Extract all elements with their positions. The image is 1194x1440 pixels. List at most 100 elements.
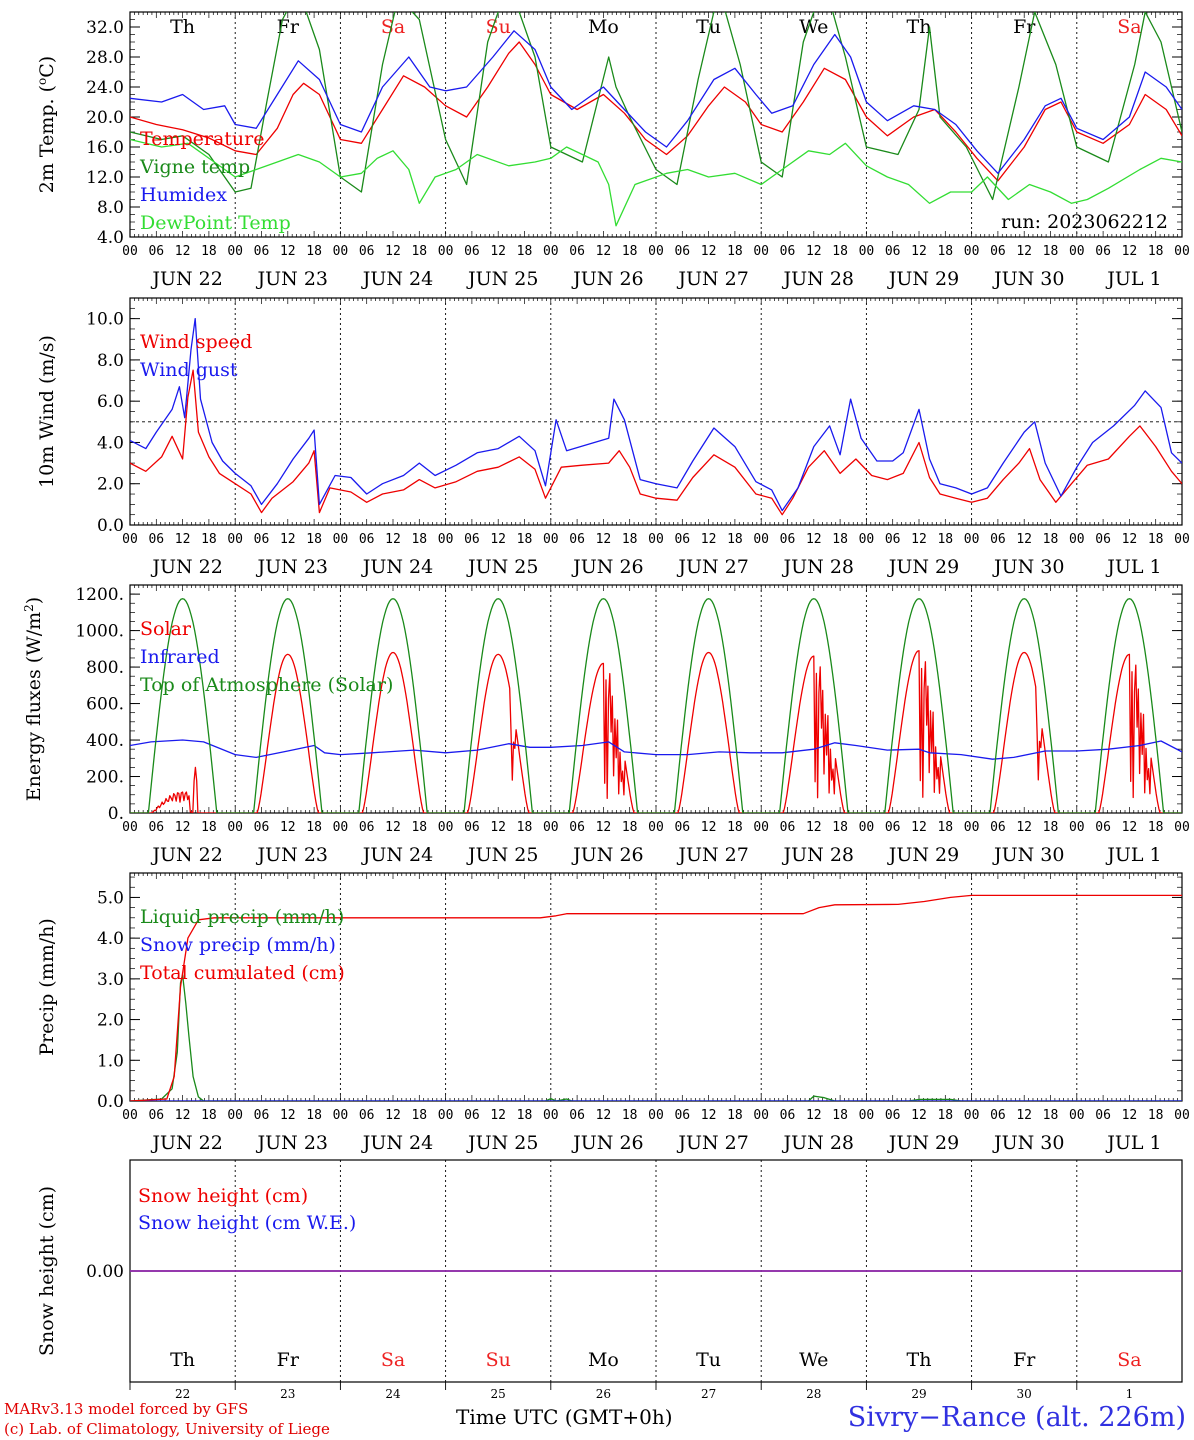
plot-area	[130, 894, 1182, 1101]
hour-tick-label: 06	[674, 820, 690, 835]
hour-tick-label: 12	[385, 820, 401, 835]
hour-tick-label: 18	[832, 532, 848, 547]
date-label: JUL 1	[1105, 268, 1161, 290]
hour-tick-label: 18	[1148, 820, 1164, 835]
hour-tick-label: 06	[990, 532, 1006, 547]
legend-entry: Wind speed	[140, 331, 252, 353]
plot-frame	[129, 584, 1183, 814]
hour-tick-label: 18	[727, 532, 743, 547]
hour-tick-label: 06	[674, 244, 690, 259]
hour-tick-label: 18	[937, 532, 953, 547]
legend-entry: DewPoint Temp	[140, 212, 291, 234]
hour-tick-label: 06	[464, 820, 480, 835]
date-label: JUN 30	[992, 844, 1064, 866]
hour-tick-label: 12	[490, 244, 506, 259]
hour-tick-label: 06	[1095, 820, 1111, 835]
date-label: JUN 27	[676, 556, 748, 578]
hour-tick-label: 12	[701, 244, 717, 259]
hour-tick-label: 12	[701, 820, 717, 835]
hour-tick-label: 00	[1174, 1108, 1190, 1123]
legend-entry: Vigne temp	[139, 156, 250, 178]
hour-tick-label: 00	[964, 820, 980, 835]
hour-tick-label: 18	[727, 244, 743, 259]
hour-tick-label: 06	[1095, 244, 1111, 259]
hour-tick-label: 12	[596, 532, 612, 547]
hour-tick-label: 00	[648, 532, 664, 547]
day-number-label: 26	[596, 1387, 611, 1401]
hour-tick-label: 00	[543, 244, 559, 259]
date-label: JUN 27	[676, 844, 748, 866]
hour-tick-label: 12	[385, 244, 401, 259]
y-tick-label: 6.0	[97, 392, 124, 412]
y-tick-label: 0.0	[97, 516, 124, 536]
date-label: JUN 26	[571, 268, 643, 290]
date-label: JUN 25	[466, 556, 538, 578]
date-label: JUN 26	[571, 1132, 643, 1154]
hour-tick-label: 00	[227, 820, 243, 835]
hour-tick-label: 18	[411, 1108, 427, 1123]
legend-entry: Snow precip (mm/h)	[140, 934, 336, 956]
y-tick-label: 0.	[108, 804, 124, 824]
hour-tick-label: 12	[175, 820, 191, 835]
hour-tick-label: 00	[122, 820, 138, 835]
hour-tick-label: 06	[464, 244, 480, 259]
day-number-label: 27	[701, 1387, 716, 1401]
hour-tick-label: 06	[780, 244, 796, 259]
date-label: JUN 24	[361, 844, 433, 866]
hour-tick-label: 00	[333, 820, 349, 835]
date-label: JUN 22	[150, 1132, 222, 1154]
series-line-temperature	[130, 41, 1182, 182]
y-tick-label: 0.00	[86, 1262, 124, 1282]
weekday-label: Sa	[381, 1349, 405, 1371]
hour-tick-label: 06	[148, 244, 164, 259]
y-axis-label: 2m Temp. (oC)	[35, 56, 58, 193]
hour-tick-label: 00	[333, 244, 349, 259]
panel-2: 00 06 12 18 JUN 22 00 06 12 18 JUN 23 00 06 12 18 JUN …	[36, 297, 1190, 578]
panel-5: Th 22 Fr 23 Sa 24 Su 25 Mo 26 Tu 27 We 28 Th 29 Fr 30 Sa 1 0…	[36, 1159, 1183, 1401]
date-label: JUN 30	[992, 1132, 1064, 1154]
hour-tick-label: 00	[753, 532, 769, 547]
hour-tick-label: 06	[885, 532, 901, 547]
date-label: JUN 22	[150, 268, 222, 290]
hour-tick-label: 06	[359, 1108, 375, 1123]
hour-tick-label: 12	[490, 532, 506, 547]
hour-tick-label: 06	[990, 820, 1006, 835]
hour-tick-label: 00	[964, 1108, 980, 1123]
hour-tick-label: 12	[1016, 244, 1032, 259]
y-tick-label: 2.0	[97, 1011, 124, 1031]
hour-tick-label: 18	[622, 1108, 638, 1123]
y-tick-label: 1.0	[97, 1051, 124, 1071]
y-tick-label: 4.0	[97, 433, 124, 453]
hour-tick-label: 00	[753, 1108, 769, 1123]
hour-tick-label: 18	[517, 1108, 533, 1123]
hour-tick-label: 12	[911, 1108, 927, 1123]
hour-tick-label: 18	[1043, 1108, 1059, 1123]
y-tick-label: 8.0	[97, 351, 124, 371]
date-label: JUN 24	[361, 268, 433, 290]
date-label: JUN 23	[256, 268, 328, 290]
hour-tick-label: 12	[596, 1108, 612, 1123]
weekday-label: We	[799, 16, 828, 38]
weekday-label: Sa	[1117, 1349, 1141, 1371]
plot-area	[130, 317, 1182, 516]
hour-tick-label: 18	[306, 244, 322, 259]
weekday-label: Sa	[1117, 16, 1141, 38]
hour-tick-label: 00	[227, 1108, 243, 1123]
date-label: JUN 27	[676, 268, 748, 290]
panel-1: 00 06 12 18 JUN 22 00 06 12 18 JUN 23 00 06 12 18 JUN …	[35, 11, 1190, 290]
y-tick-label: 20.0	[86, 108, 124, 128]
legend-entry: Liquid precip (mm/h)	[140, 906, 344, 928]
hour-tick-label: 18	[832, 244, 848, 259]
hour-tick-label: 06	[254, 820, 270, 835]
hour-tick-label: 12	[175, 244, 191, 259]
series-line-humidex	[130, 30, 1182, 174]
hour-tick-label: 18	[517, 244, 533, 259]
hour-tick-label: 00	[964, 532, 980, 547]
hour-tick-label: 00	[753, 244, 769, 259]
run-annotation: run: 2023062212	[1001, 211, 1168, 233]
hour-tick-label: 06	[254, 532, 270, 547]
date-label: JUN 29	[887, 844, 959, 866]
hour-tick-label: 18	[727, 1108, 743, 1123]
y-tick-label: 2.0	[97, 475, 124, 495]
